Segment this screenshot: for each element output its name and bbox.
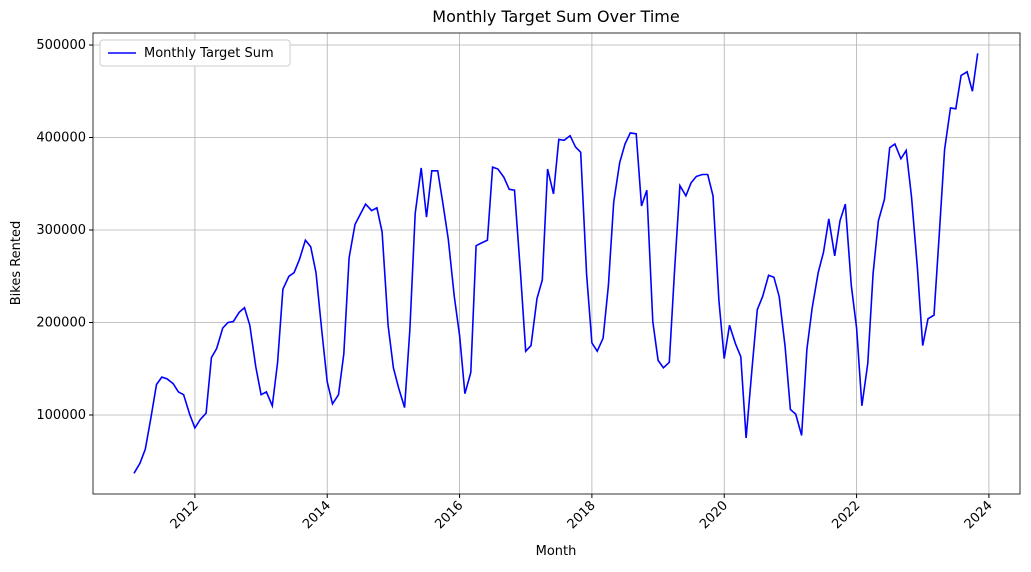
data-line [133,53,979,474]
y-tick-label: 300000 [36,223,86,238]
x-tick-label: 2022 [829,498,863,532]
y-tick-label: 200000 [36,316,86,331]
x-tick-label: 2014 [300,498,334,532]
x-tick-label: 2018 [565,498,599,532]
x-tick-label: 2020 [697,498,731,532]
y-tick-label: 500000 [36,38,86,53]
legend-box [99,39,291,67]
plot-frame [92,32,1021,495]
x-axis-label: Month [536,544,577,559]
x-tick-label: 2016 [432,498,466,532]
chart-title: Monthly Target Sum Over Time [432,7,679,26]
y-tick-label: 100000 [36,408,86,423]
x-tick-label: 2012 [168,498,202,532]
y-tick-label: 400000 [36,131,86,146]
x-tick-label: 2024 [962,498,996,532]
legend: Monthly Target Sum [99,39,291,67]
legend-label: Monthly Target Sum [144,46,274,61]
y-axis-label: Bikes Rented [9,221,24,306]
